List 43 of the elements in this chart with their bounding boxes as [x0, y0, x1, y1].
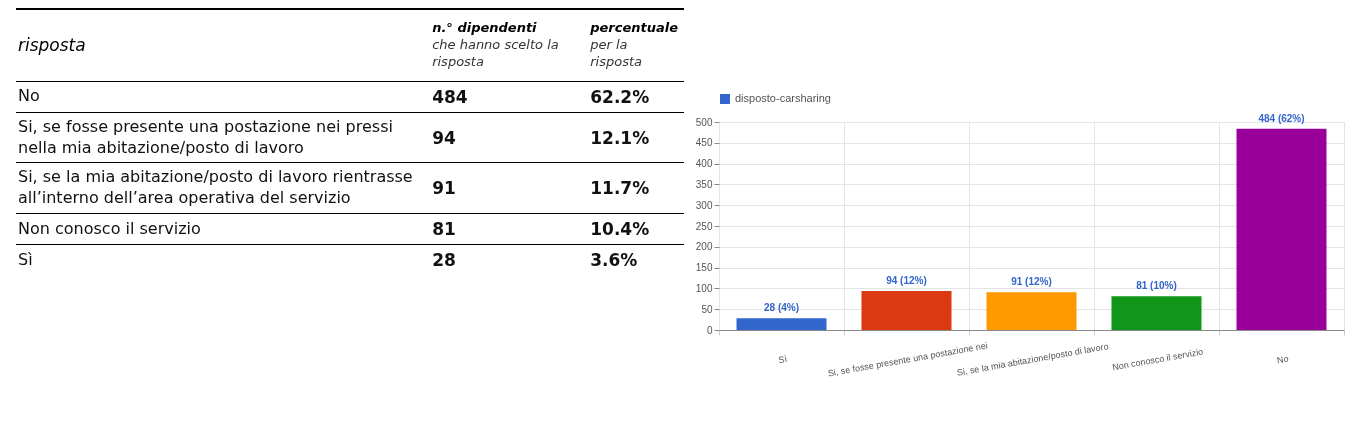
- text: 62.2%: [588, 81, 684, 113]
- bar: [1236, 128, 1327, 330]
- y-tick-label: 450: [695, 137, 713, 149]
- text: 11.7%: [588, 162, 684, 214]
- y-tick-label: 0: [706, 324, 713, 336]
- y-tick-label: 500: [695, 116, 713, 128]
- text: 81 (10%): [1136, 280, 1177, 292]
- y-tick-label: 150: [695, 262, 713, 274]
- text: 91 (12%): [1011, 276, 1052, 288]
- text: 94 (12%): [886, 274, 927, 286]
- text: 3.6%: [589, 249, 639, 273]
- text: 10.4%: [588, 213, 684, 245]
- bar: [986, 292, 1077, 330]
- y-tick-label: 350: [695, 178, 713, 190]
- bar: [1111, 296, 1202, 330]
- text: percentuale per la risposta: [588, 9, 684, 82]
- text: 484: [430, 81, 589, 113]
- legend-label: disposto-carsharing: [735, 92, 831, 104]
- text: n.° dipendenti che hanno scelto la risposta: [430, 9, 589, 82]
- y-tick-label: 50: [701, 303, 713, 315]
- text: Si, se la mia abitazione/posto di lavoro rientrasse all’interno dell’area operativa del servizio: [16, 162, 431, 214]
- y-tick-label: 400: [695, 158, 713, 170]
- y-tick-label: 300: [695, 199, 713, 211]
- text: 484 (62%): [1258, 112, 1305, 124]
- text: No: [16, 81, 431, 113]
- text: 28: [431, 249, 457, 273]
- text: Non conosco il servizio: [16, 213, 431, 245]
- text: 12.1%: [588, 112, 684, 163]
- text: 94: [430, 112, 589, 163]
- bar: [736, 318, 827, 330]
- text: 81: [430, 213, 589, 245]
- x-tick-label: Non conosco il servizio: [1111, 346, 1204, 373]
- text: Sì: [17, 248, 34, 271]
- text: Si, se fosse presente una postazione nei pressi nella mia abitazione/posto di lavoro: [16, 112, 431, 163]
- y-tick-label: 200: [695, 241, 713, 253]
- y-tick-label: 250: [695, 220, 713, 232]
- text: risposta: [16, 9, 431, 82]
- x-tick-label: Sì: [777, 353, 788, 366]
- x-tick-label: No: [1276, 353, 1290, 366]
- bar: [861, 290, 952, 330]
- text: 91: [430, 162, 589, 214]
- text: 28 (4%): [763, 302, 800, 314]
- y-tick-label: 100: [695, 282, 713, 294]
